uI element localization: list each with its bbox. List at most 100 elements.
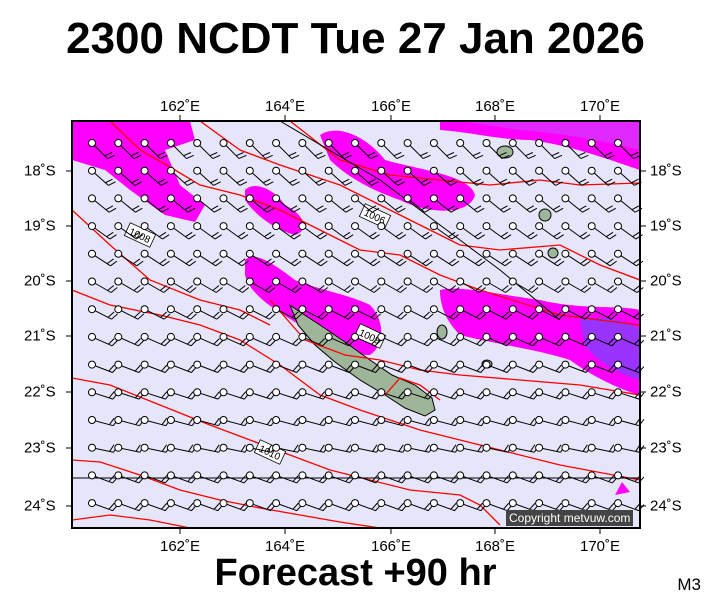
wind-barb [377, 194, 406, 213]
wind-barb [508, 332, 539, 347]
wind-barb [166, 194, 196, 213]
wind-barb [140, 360, 171, 373]
wind-barb [561, 443, 592, 453]
wind-barb [456, 305, 487, 320]
wind-barb [272, 166, 300, 186]
isobar-line [72, 377, 501, 526]
lat-label-right: 21˚S [650, 327, 682, 345]
wind-barb [535, 305, 566, 320]
wind-barb [88, 277, 118, 293]
wind-barb [140, 388, 171, 400]
wind-barb [298, 332, 329, 347]
lon-label-top: 162˚E [159, 98, 201, 115]
wind-barb [351, 222, 380, 240]
wind-barb [272, 332, 303, 347]
wind-barb [587, 471, 619, 484]
wind-barb [219, 388, 250, 400]
wind-barb [272, 277, 302, 293]
isobar-line [72, 459, 381, 528]
wind-barb [245, 332, 276, 347]
wind-barb [561, 388, 592, 400]
wind-barb [403, 277, 434, 293]
wind-barb [193, 139, 221, 160]
wind-barb [482, 277, 513, 293]
wind-barb [508, 443, 540, 453]
wind-barb [324, 166, 353, 186]
wind-barb [298, 277, 329, 293]
wind-barb [587, 277, 618, 293]
wind-barb [324, 277, 355, 293]
wind-barb [535, 332, 566, 347]
wind-barb [245, 305, 276, 320]
wind-barb [561, 332, 592, 347]
heavy-rain-area [460, 121, 640, 150]
wind-barb [535, 499, 566, 512]
wind-barb [324, 249, 354, 267]
wind-barb [245, 139, 273, 160]
wind-barb [587, 139, 615, 160]
wind-barb [114, 166, 143, 186]
wind-barb [140, 305, 171, 320]
wind-barb [561, 277, 592, 293]
wind-barb [114, 139, 142, 160]
wind-barb [272, 139, 300, 160]
wind-barb [508, 499, 540, 512]
wind-barb [88, 471, 119, 484]
wind-barb [587, 194, 616, 213]
wind-barb [272, 249, 302, 267]
wind-barb [482, 332, 513, 347]
wind-barb [456, 222, 485, 240]
wind-barb [535, 166, 563, 186]
wind-barb [140, 332, 171, 347]
lat-label-left: 19˚S [24, 217, 56, 235]
wind-barb [508, 166, 537, 186]
wind-barb [351, 332, 382, 347]
heavy-rain-area [580, 318, 640, 380]
wind-barb [298, 222, 328, 240]
wind-barb [324, 194, 353, 213]
new-caledonia-land [288, 303, 436, 417]
wind-barb [298, 471, 329, 484]
wind-barb [429, 194, 459, 213]
wind-barb [88, 249, 118, 267]
page-title: 2300 NCDT Tue 27 Jan 2026 [66, 14, 645, 63]
wind-barb [456, 139, 484, 160]
wind-barb [403, 305, 434, 320]
wind-barb [166, 166, 195, 186]
wind-barb [403, 166, 432, 186]
wind-barb [351, 166, 379, 186]
isobar-line [269, 299, 640, 396]
trough-line [279, 120, 561, 321]
wind-barb [587, 388, 619, 400]
wind-barb [166, 305, 197, 320]
lon-label-top: 170˚E [579, 98, 621, 115]
wind-barb [456, 332, 487, 347]
wind-barb [272, 194, 301, 213]
wind-barb [429, 416, 461, 427]
wind-barb [429, 139, 457, 160]
wind-barb [614, 139, 642, 160]
lat-label-right: 23˚S [650, 439, 682, 457]
wind-barb [351, 471, 382, 484]
wind-barb [166, 332, 198, 347]
wind-barb [193, 443, 224, 453]
wind-barb [377, 277, 407, 293]
wind-barb [403, 249, 433, 267]
wind-barb [535, 277, 565, 293]
wind-barb [324, 388, 356, 400]
map-frame [71, 120, 641, 529]
wind-barb [561, 139, 589, 160]
wind-barb [351, 388, 382, 400]
island-land [538, 208, 552, 222]
wind-barb [114, 360, 145, 373]
wind-barb [377, 139, 405, 160]
wind-barb [482, 249, 512, 267]
wind-barb [324, 332, 355, 347]
wind-barb [535, 222, 564, 240]
isobar-line [199, 121, 640, 281]
wind-barb [482, 305, 513, 320]
wind-barb [561, 499, 592, 512]
wind-barb [482, 222, 512, 240]
lat-label-right: 18˚S [650, 162, 682, 180]
